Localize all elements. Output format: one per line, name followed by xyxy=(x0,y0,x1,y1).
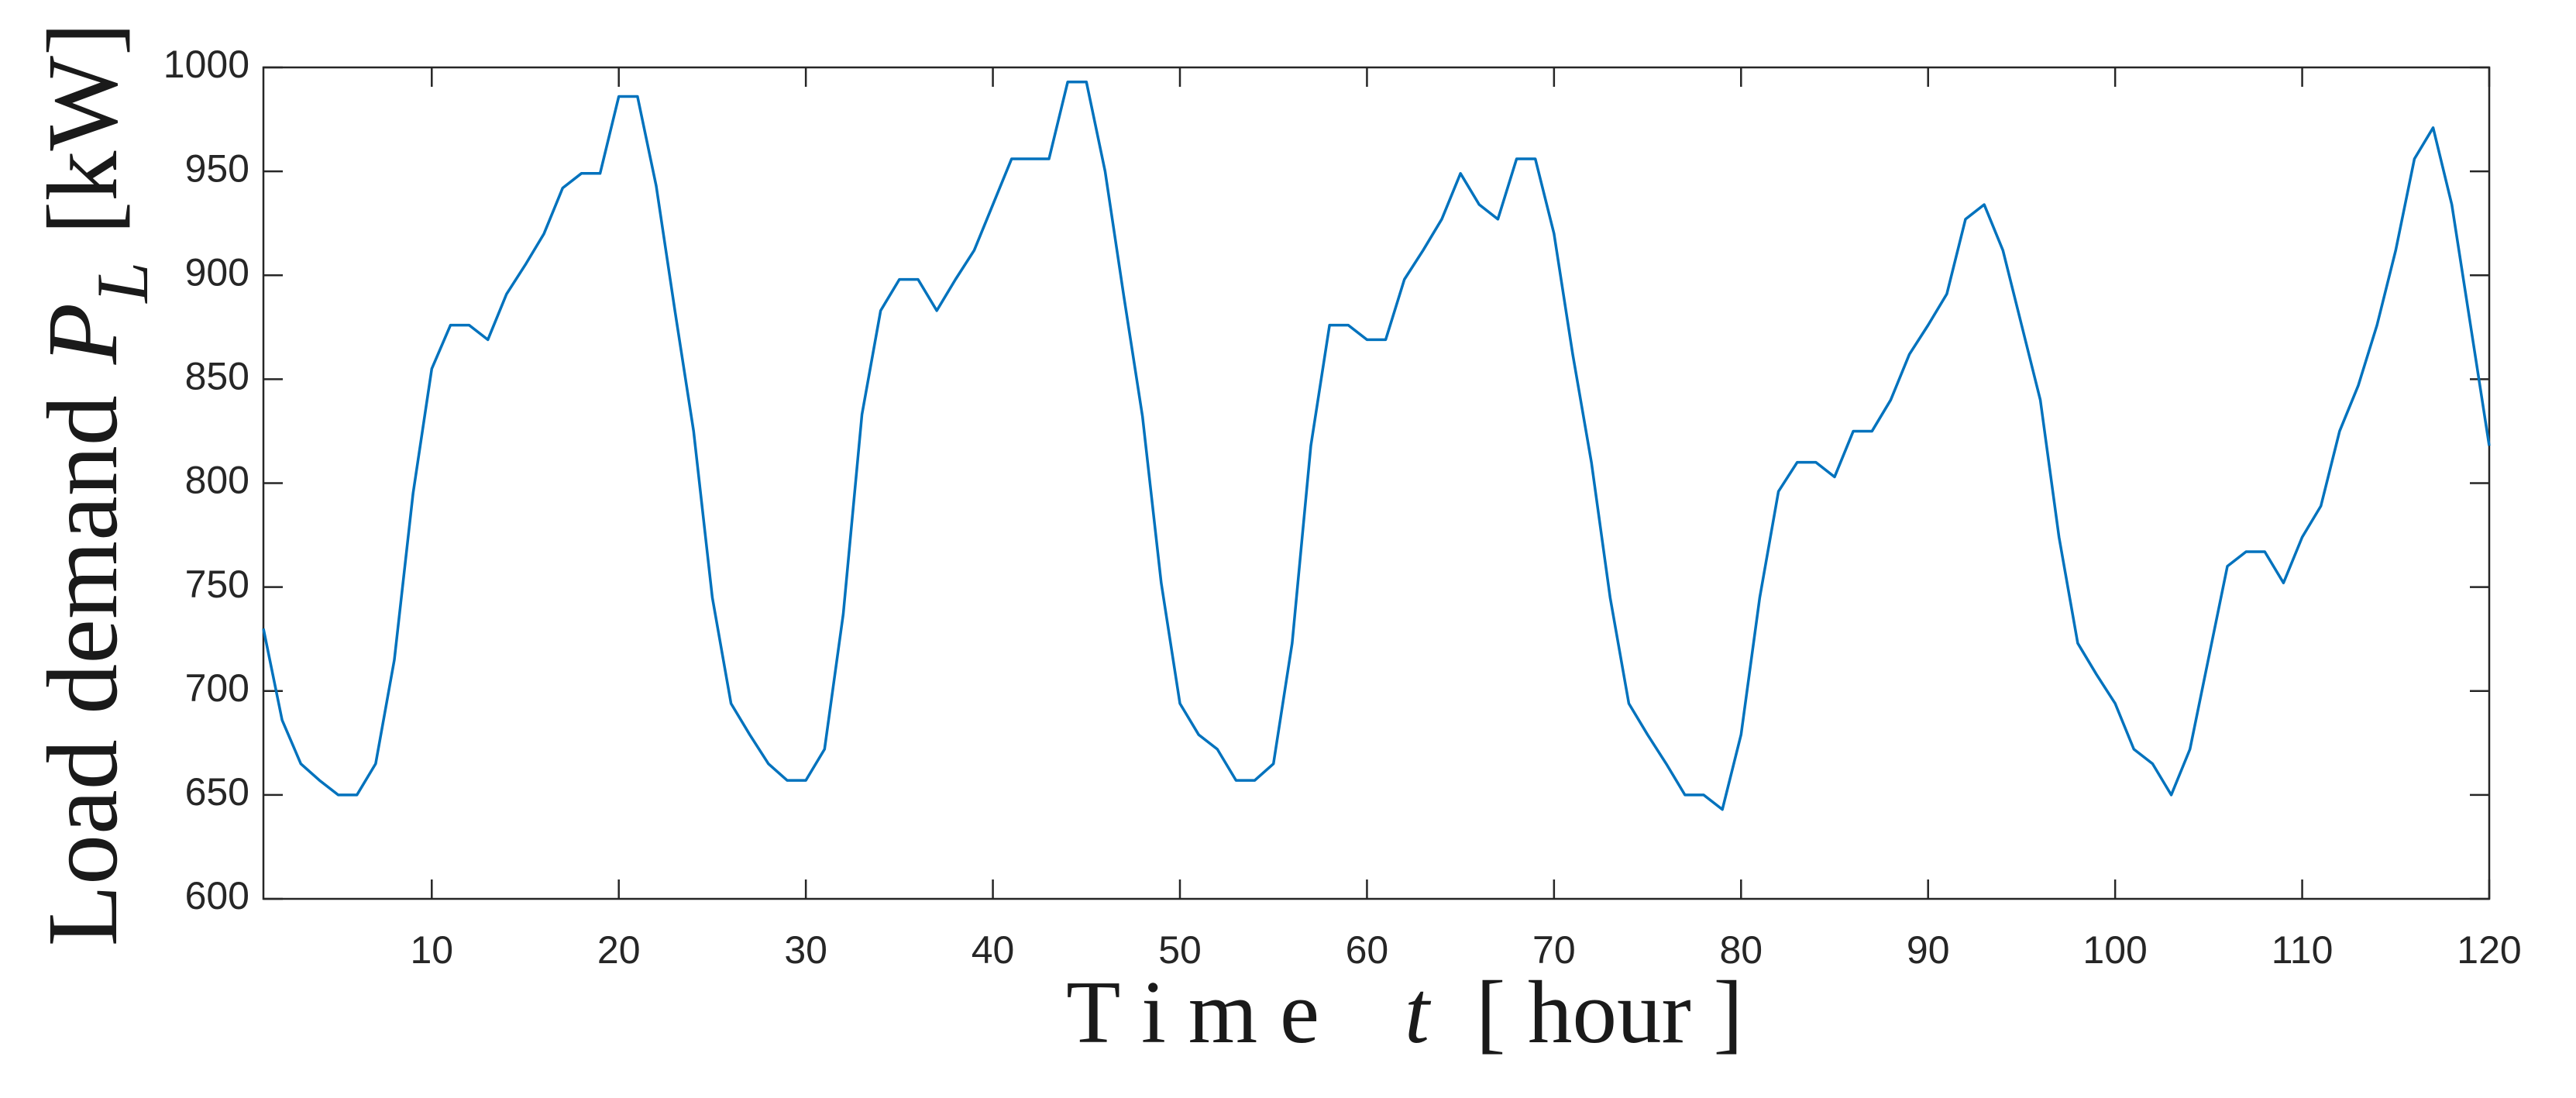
x-tick-label: 10 xyxy=(410,928,453,972)
y-tick-label: 600 xyxy=(185,874,249,917)
y-label-main: Load demand xyxy=(27,395,139,946)
x-tick-label: 80 xyxy=(1719,928,1763,972)
x-label-symbol: t xyxy=(1405,963,1432,1062)
y-tick-label: 750 xyxy=(185,563,249,606)
x-tick-label: 20 xyxy=(597,928,641,972)
y-label-symbol: P xyxy=(27,303,139,365)
x-axis-label: T i m e t [ hour ] xyxy=(1066,963,1743,1062)
x-tick-label: 60 xyxy=(1346,928,1389,972)
x-tick-label: 30 xyxy=(784,928,827,972)
data-line xyxy=(262,81,2491,811)
x-tick-label: 110 xyxy=(2272,928,2334,972)
y-tick-label: 950 xyxy=(185,146,249,190)
y-axis-label: Load demand PL [kW] xyxy=(27,22,163,947)
x-tick-label: 50 xyxy=(1158,928,1202,972)
plot-frame xyxy=(262,66,2491,900)
x-label-unit: [ hour ] xyxy=(1476,963,1743,1062)
y-tick-label: 1000 xyxy=(163,43,249,86)
x-label-main: T i m e xyxy=(1066,963,1319,1062)
x-tick-label: 70 xyxy=(1532,928,1576,972)
x-tick-label: 40 xyxy=(972,928,1015,972)
x-tick-label: 100 xyxy=(2082,928,2147,972)
y-tick-label: 900 xyxy=(185,250,249,294)
x-tick-label: 120 xyxy=(2457,928,2521,972)
y-label-unit: [kW] xyxy=(27,22,139,235)
y-tick-label: 650 xyxy=(185,770,249,814)
y-tick-label: 800 xyxy=(185,459,249,502)
x-tick-label: 90 xyxy=(1907,928,1950,972)
y-tick-label: 850 xyxy=(185,355,249,398)
y-tick-label: 700 xyxy=(185,666,249,710)
y-label-subscript: L xyxy=(81,262,163,305)
